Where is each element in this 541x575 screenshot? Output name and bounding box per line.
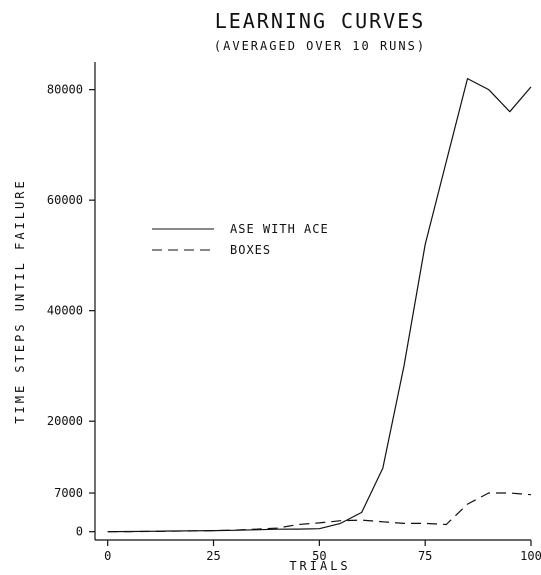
series-layer xyxy=(107,77,532,533)
y-tick-label: 60000 xyxy=(47,193,83,207)
legend-label-boxes: BOXES xyxy=(230,243,271,257)
y-axis-label: TIME STEPS UNTIL FAILURE xyxy=(13,178,27,423)
y-tick-label: 20000 xyxy=(47,414,83,428)
x-tick-label: 25 xyxy=(206,549,220,563)
x-axis-label: TRIALS xyxy=(289,559,350,573)
y-tick-label: 7000 xyxy=(54,486,83,500)
legend-label-ase-with-ace: ASE WITH ACE xyxy=(230,222,329,236)
x-tick-label: 50 xyxy=(312,549,326,563)
series-line-boxes xyxy=(107,492,532,533)
y-tick-label: 40000 xyxy=(47,304,83,318)
chart-title: LEARNING CURVES xyxy=(215,9,426,33)
x-tick-label: 75 xyxy=(418,549,432,563)
axes xyxy=(94,62,531,541)
x-tick-label: 100 xyxy=(520,549,541,563)
y-ticks: 0 7000 20000 40000 60000 80000 xyxy=(47,83,95,539)
legend: ASE WITH ACE BOXES xyxy=(152,222,329,257)
chart-subtitle: (AVERAGED OVER 10 RUNS) xyxy=(214,39,426,53)
y-tick-label: 80000 xyxy=(47,83,83,97)
series-line-ase-with-ace xyxy=(107,77,532,533)
y-tick-label: 0 xyxy=(76,525,83,539)
x-tick-label: 0 xyxy=(104,549,111,563)
x-ticks: 0 25 50 75 100 xyxy=(104,540,541,563)
